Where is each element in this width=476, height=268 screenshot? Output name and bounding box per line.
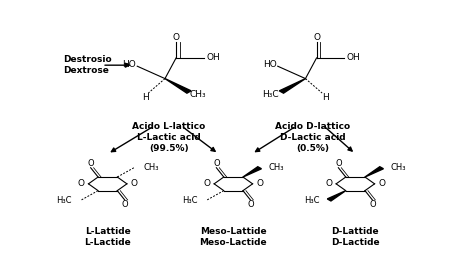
Polygon shape [165,79,191,93]
Text: D-Lattide
D-Lactide: D-Lattide D-Lactide [330,227,379,247]
Text: H: H [142,93,149,102]
Text: O: O [312,33,319,42]
Text: CH₃: CH₃ [189,90,206,99]
Text: L-Lattide
L-Lactide: L-Lattide L-Lactide [84,227,131,247]
Text: Meso-Lattide
Meso-Lactide: Meso-Lattide Meso-Lactide [199,227,267,247]
Text: Acido L-lattico
L-Lactic acid
(99.5%): Acido L-lattico L-Lactic acid (99.5%) [132,122,205,153]
Polygon shape [364,167,383,177]
Polygon shape [279,79,305,93]
Text: OH: OH [346,53,360,62]
Text: HO: HO [122,60,136,69]
Text: CH₃: CH₃ [143,163,159,172]
Text: OH: OH [206,53,219,62]
Text: HO: HO [262,60,276,69]
Text: O: O [368,200,375,209]
Text: O: O [172,33,179,42]
Text: O: O [130,179,138,188]
Text: O: O [87,159,94,168]
Text: H₃C: H₃C [303,196,318,205]
Text: O: O [213,159,219,168]
Text: O: O [334,159,341,168]
Text: O: O [377,179,385,188]
Text: CH₃: CH₃ [390,163,406,172]
Text: CH₃: CH₃ [268,163,284,172]
Text: O: O [203,179,210,188]
Text: H₃C: H₃C [56,196,71,205]
Polygon shape [242,167,261,177]
Text: H₃C: H₃C [261,90,278,99]
Text: O: O [247,200,253,209]
Text: O: O [325,179,332,188]
Text: Acido D-lattico
D-Lactic acid
(0.5%): Acido D-lattico D-Lactic acid (0.5%) [275,122,350,153]
Text: Destrosio
Dextrose: Destrosio Dextrose [63,55,112,75]
Text: O: O [121,200,128,209]
Text: O: O [78,179,84,188]
Text: H: H [321,93,328,102]
Text: O: O [256,179,263,188]
Polygon shape [327,191,345,201]
Text: H₃C: H₃C [181,196,197,205]
